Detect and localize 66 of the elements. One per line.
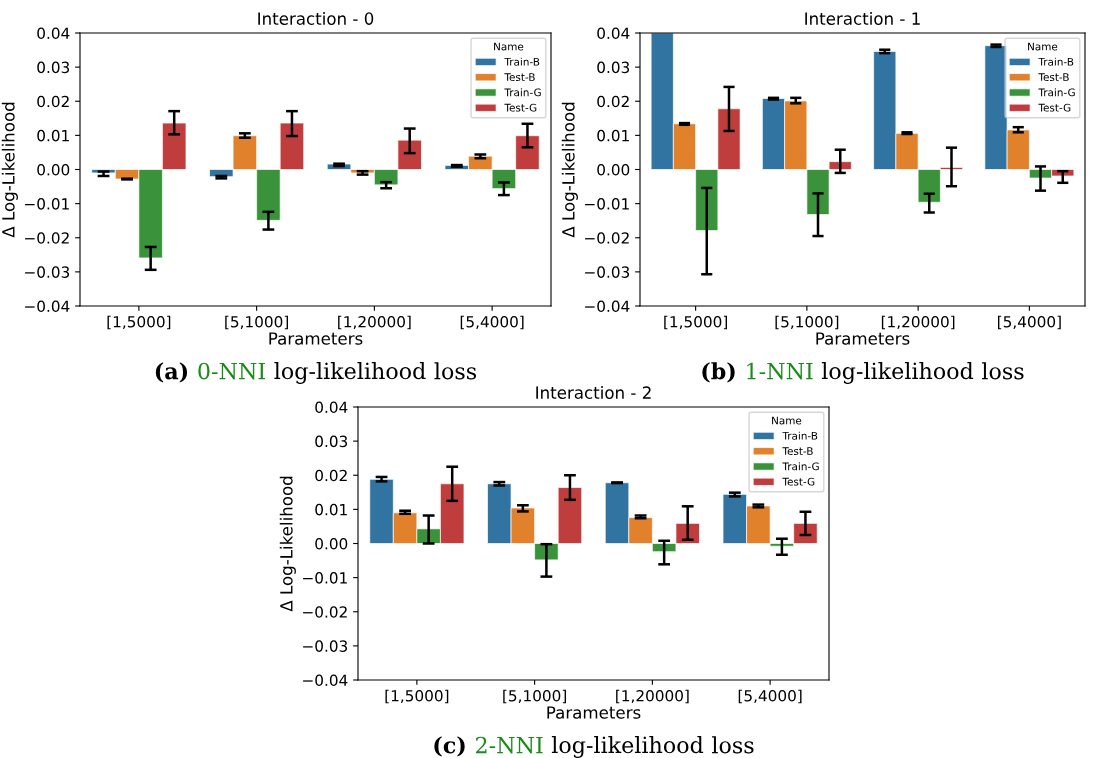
x-tick-label: [5,4000] (460, 315, 524, 330)
y-tick-label: 0.04 (315, 401, 348, 414)
y-tick-label: 0.03 (597, 61, 630, 74)
y-tick-label: −0.04 (25, 300, 70, 313)
y-tick-label: 0.03 (37, 61, 70, 74)
x-tick-label: [1,20000] (881, 315, 955, 330)
y-tick-label: −0.02 (303, 606, 347, 618)
y-tick-label: −0.03 (25, 266, 70, 278)
y-tick-label: 0.03 (315, 435, 348, 448)
legend-label: Test-G (782, 477, 815, 486)
x-tick-label: [1,20000] (338, 315, 411, 330)
legend-label: Train-B (1038, 57, 1074, 66)
legend-label: Test-G (1038, 103, 1071, 112)
x-tick-label: [5,4000] (738, 689, 802, 704)
y-tick-label: 0.00 (37, 163, 70, 176)
x-tick-label: [1,5000] (664, 315, 727, 330)
y-tick-label: 0.00 (315, 537, 348, 550)
y-tick-label: 0.02 (37, 95, 69, 108)
y-tick-label: −0.03 (303, 640, 348, 652)
y-axis-title: Δ Log-Likelihood (279, 476, 296, 612)
y-tick-label: 0.01 (315, 503, 347, 516)
x-tick-label: [5,4000] (998, 315, 1061, 330)
chart-title: Interaction - 1 (805, 12, 920, 25)
y-tick-label: 0.04 (37, 27, 70, 40)
x-tick-label: [1,5000] (107, 315, 171, 330)
y-tick-label: −0.01 (585, 198, 629, 210)
legend-title: Name (494, 42, 524, 51)
y-tick-label: −0.01 (303, 572, 347, 584)
y-tick-label: −0.04 (303, 674, 348, 687)
x-tick-label: [5,1000] (225, 315, 288, 330)
legend-label: Train-B (504, 57, 540, 66)
chart-title: Interaction - 0 (258, 12, 374, 25)
legend-title: Name (772, 416, 802, 425)
y-tick-label: 0.01 (597, 129, 629, 142)
text: (b) 1-NNI log-likelihood loss (702, 362, 1024, 384)
y-tick-label: 0.02 (597, 95, 629, 108)
legend-label: Test-G (504, 103, 537, 112)
y-axis-title: Δ Log-Likelihood (561, 102, 578, 238)
text: (a) 0-NNI log-likelihood loss (155, 362, 477, 384)
x-tick-label: [5,1000] (775, 315, 839, 330)
legend-label: Test-B (782, 447, 813, 456)
x-tick-label: [1,20000] (616, 689, 689, 704)
x-axis-title: Parameters (816, 332, 910, 345)
y-axis-title: Δ Log-Likelihood (1, 102, 18, 238)
x-tick-label: [5,1000] (503, 689, 566, 704)
y-tick-label: −0.01 (25, 198, 69, 210)
legend-label: Train-G (782, 462, 819, 471)
legend-label: Train-G (504, 88, 541, 97)
x-axis-title: Parameters (547, 706, 641, 719)
y-tick-label: −0.03 (585, 266, 630, 278)
y-tick-label: −0.02 (25, 232, 69, 244)
chart-title: Interaction - 2 (536, 386, 651, 399)
legend-label: Train-G (1038, 88, 1075, 97)
legend-label: Train-B (782, 431, 818, 440)
y-tick-label: 0.04 (597, 27, 630, 40)
y-tick-label: 0.01 (37, 129, 69, 142)
y-tick-label: 0.02 (315, 469, 347, 482)
text: (c) 2-NNI log-likelihood loss (434, 736, 754, 758)
x-tick-label: [1,5000] (385, 689, 449, 704)
y-tick-label: −0.04 (585, 300, 630, 313)
legend-title: Name (1028, 42, 1058, 51)
legend-label: Test-B (504, 73, 535, 82)
y-tick-label: −0.02 (585, 232, 629, 244)
y-tick-label: 0.00 (597, 163, 630, 176)
legend-label: Test-B (1038, 73, 1069, 82)
x-axis-title: Parameters (269, 332, 363, 345)
